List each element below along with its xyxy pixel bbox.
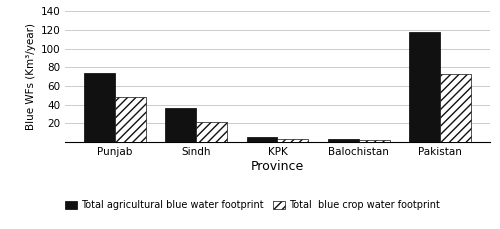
X-axis label: Province: Province [251, 160, 304, 173]
Bar [84, 73, 115, 142]
Y-axis label: Blue WFs (Km³/year): Blue WFs (Km³/year) [26, 23, 36, 130]
Bar [358, 140, 390, 142]
Bar [166, 108, 196, 142]
Bar [328, 139, 358, 142]
Bar [196, 123, 227, 142]
Bar [440, 74, 470, 142]
Bar [409, 32, 440, 142]
Bar [278, 139, 308, 142]
Legend: Total agricultural blue water footprint, Total  blue crop water footprint: Total agricultural blue water footprint,… [62, 196, 444, 214]
Bar [246, 137, 278, 142]
Bar [115, 97, 146, 142]
